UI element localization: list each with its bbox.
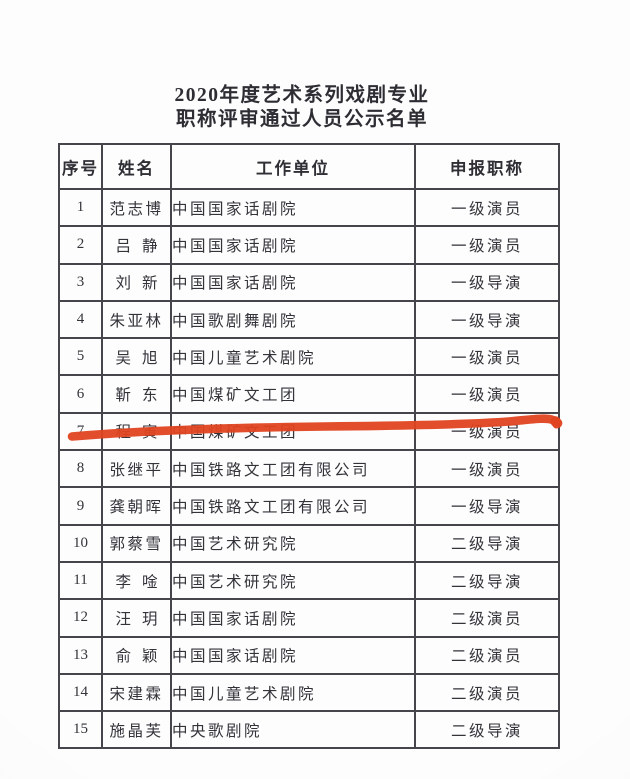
serial-cell: 12 bbox=[58, 598, 103, 638]
unit-cell: 中国铁路文工团有限公司 bbox=[170, 486, 416, 526]
serial-cell: 13 bbox=[58, 635, 103, 675]
name-cell: 朱亚林 bbox=[101, 299, 172, 340]
table-row: 11 李唫 中国艺术研究院 二级导演 bbox=[58, 560, 560, 601]
document-title-line-2: 职称评审通过人员公示名单 bbox=[175, 109, 428, 130]
document-title-line-1: 2020年度艺术系列戏剧专业 bbox=[174, 85, 430, 106]
serial-cell: 5 bbox=[58, 337, 103, 377]
unit-cell: 中国国家话剧院 bbox=[170, 635, 416, 675]
name-cell: 俞颖 bbox=[101, 635, 172, 675]
applied-title-cell: 一级导演 bbox=[414, 486, 560, 526]
table-row: 3 刘新 中国国家话剧院 一级导演 bbox=[58, 262, 560, 302]
header-row: 序号 姓名 工作单位 申报职称 bbox=[58, 143, 560, 190]
header-serial-number: 序号 bbox=[58, 143, 103, 190]
applied-title-cell: 一级导演 bbox=[414, 262, 560, 302]
table-row: 7 程寅 中国煤矿文工团 一级演员 bbox=[58, 411, 560, 452]
serial-cell: 7 bbox=[58, 411, 103, 452]
serial-cell: 8 bbox=[58, 449, 103, 489]
serial-cell: 10 bbox=[58, 523, 103, 563]
applied-title-cell: 一级演员 bbox=[414, 225, 560, 265]
name-cell: 郭蔡雪 bbox=[101, 523, 172, 563]
name-cell: 施晶芙 bbox=[101, 710, 172, 750]
serial-cell: 1 bbox=[58, 187, 103, 228]
unit-cell: 中国国家话剧院 bbox=[170, 262, 416, 302]
applied-title-cell: 二级演员 bbox=[414, 598, 560, 638]
table-row: 8 张继平 中国铁路文工团有限公司 一级演员 bbox=[58, 449, 560, 489]
table-row: 10 郭蔡雪 中国艺术研究院 二级导演 bbox=[58, 523, 560, 563]
unit-cell: 中央歌剧院 bbox=[170, 710, 416, 750]
serial-cell: 15 bbox=[58, 710, 103, 750]
header-name: 姓名 bbox=[101, 143, 172, 190]
unit-cell: 中国歌剧舞剧院 bbox=[170, 299, 416, 340]
table-row: 13 俞颖 中国国家话剧院 二级演员 bbox=[58, 635, 560, 675]
name-cell: 靳东 bbox=[101, 374, 172, 414]
table-row: 9 龚朝晖 中国铁路文工团有限公司 一级导演 bbox=[58, 486, 560, 526]
name-cell: 龚朝晖 bbox=[101, 486, 172, 526]
roster-table-header: 序号 姓名 工作单位 申报职称 bbox=[58, 143, 560, 190]
name-cell: 吴旭 bbox=[101, 337, 172, 377]
name-cell: 吕静 bbox=[101, 225, 172, 265]
table-row: 14 宋建霖 中国儿童艺术剧院 二级演员 bbox=[58, 672, 560, 713]
header-work-unit: 工作单位 bbox=[170, 143, 416, 190]
applied-title-cell: 一级演员 bbox=[414, 374, 560, 414]
roster-table: 序号 姓名 工作单位 申报职称 1 范志博 中国国家话剧院 一级演员 2 吕静 中国国家话剧… bbox=[58, 143, 560, 750]
serial-cell: 3 bbox=[58, 262, 103, 302]
serial-cell: 6 bbox=[58, 374, 103, 414]
applied-title-cell: 一级演员 bbox=[414, 411, 560, 452]
name-cell: 程寅 bbox=[101, 411, 172, 452]
table-row: 2 吕静 中国国家话剧院 一级演员 bbox=[58, 225, 560, 265]
unit-cell: 中国艺术研究院 bbox=[170, 560, 416, 601]
unit-cell: 中国国家话剧院 bbox=[170, 225, 416, 265]
unit-cell: 中国儿童艺术剧院 bbox=[170, 672, 416, 713]
unit-cell: 中国国家话剧院 bbox=[170, 598, 416, 638]
name-cell: 李唫 bbox=[101, 560, 172, 601]
table-row: 1 范志博 中国国家话剧院 一级演员 bbox=[58, 187, 560, 228]
unit-cell: 中国铁路文工团有限公司 bbox=[170, 449, 416, 489]
roster-table-body: 1 范志博 中国国家话剧院 一级演员 2 吕静 中国国家话剧院 一级演员 3 刘新 中国国家话剧院一… bbox=[58, 187, 560, 750]
applied-title-cell: 一级演员 bbox=[414, 187, 560, 228]
serial-cell: 4 bbox=[58, 299, 103, 340]
applied-title-cell: 一级导演 bbox=[414, 299, 560, 340]
header-applied-title: 申报职称 bbox=[414, 143, 560, 190]
unit-cell: 中国国家话剧院 bbox=[170, 187, 416, 228]
applied-title-cell: 二级导演 bbox=[414, 560, 560, 601]
unit-cell: 中国儿童艺术剧院 bbox=[170, 337, 416, 377]
name-cell: 刘新 bbox=[101, 262, 172, 302]
table-row: 15 施晶芙 中央歌剧院 二级导演 bbox=[58, 710, 560, 750]
table-row: 5 吴旭 中国儿童艺术剧院 一级演员 bbox=[58, 337, 560, 377]
serial-cell: 9 bbox=[58, 486, 103, 526]
applied-title-cell: 二级导演 bbox=[414, 710, 560, 750]
name-cell: 范志博 bbox=[101, 187, 172, 228]
applied-title-cell: 二级导演 bbox=[414, 523, 560, 563]
table-row: 12 汪玥 中国国家话剧院 二级演员 bbox=[58, 598, 560, 638]
serial-cell: 11 bbox=[58, 560, 103, 601]
unit-cell: 中国艺术研究院 bbox=[170, 523, 416, 563]
applied-title-cell: 二级演员 bbox=[414, 672, 560, 713]
applied-title-cell: 一级演员 bbox=[414, 337, 560, 377]
applied-title-cell: 二级演员 bbox=[414, 635, 560, 675]
serial-cell: 2 bbox=[58, 225, 103, 265]
applied-title-cell: 一级演员 bbox=[414, 449, 560, 489]
unit-cell: 中国煤矿文工团 bbox=[170, 411, 416, 452]
name-cell: 汪玥 bbox=[101, 598, 172, 638]
unit-cell: 中国煤矿文工团 bbox=[170, 374, 416, 414]
name-cell: 张继平 bbox=[101, 449, 172, 489]
table-row: 6 靳东 中国煤矿文工团 一级演员 bbox=[58, 374, 560, 414]
serial-cell: 14 bbox=[58, 672, 103, 713]
name-cell: 宋建霖 bbox=[101, 672, 172, 713]
document-title: 2020年度艺术系列戏剧专业 职称评审通过人员公示名单 bbox=[0, 84, 604, 132]
table-row: 4 朱亚林 中国歌剧舞剧院 一级导演 bbox=[58, 299, 560, 340]
